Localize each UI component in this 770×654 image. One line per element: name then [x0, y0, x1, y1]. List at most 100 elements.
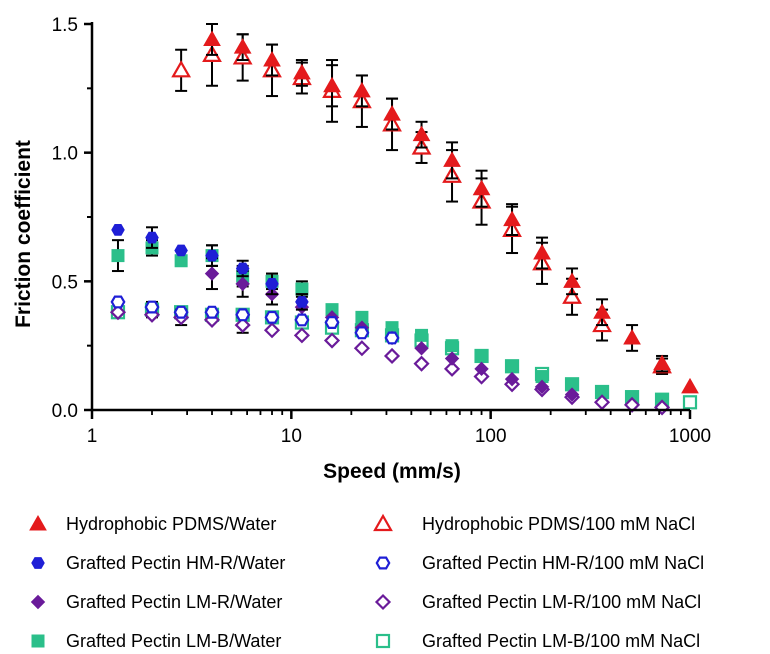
data-point [174, 244, 188, 257]
data-point [443, 151, 461, 167]
y-tick-label: 1.0 [52, 144, 78, 165]
y-tick-label: 0.5 [52, 272, 78, 293]
data-point [264, 310, 280, 324]
legend-item-4: Grafted Pectin LM-R/Water [30, 592, 282, 612]
data-point [503, 210, 521, 227]
data-point [145, 231, 159, 244]
series-0 [203, 23, 699, 394]
legend-label: Grafted Pectin HM-R/100 mM NaCl [422, 553, 704, 573]
data-point [533, 244, 551, 260]
data-point [233, 38, 252, 54]
data-point [443, 360, 461, 377]
y-axis-title: Friction coefficient [12, 140, 35, 328]
data-point [203, 30, 221, 46]
legend-marker [375, 556, 391, 570]
data-point [412, 125, 431, 142]
data-point [682, 395, 698, 410]
data-point [173, 305, 189, 319]
data-point [205, 249, 219, 262]
legend-label: Grafted Pectin LM-R/100 mM NaCl [422, 592, 701, 612]
series-6 [111, 239, 669, 407]
data-point [593, 303, 611, 319]
data-point [111, 249, 125, 263]
data-point [265, 278, 279, 290]
legend-marker [29, 514, 47, 531]
data-point [234, 317, 251, 334]
legend-item-5: Grafted Pectin LM-R/100 mM NaCl [374, 592, 701, 612]
x-tick-label: 100 [475, 426, 507, 447]
data-point [472, 179, 491, 196]
data-point [204, 305, 220, 319]
data-point [564, 387, 580, 402]
data-point [413, 355, 430, 372]
x-tick-label: 1000 [669, 426, 711, 447]
data-point [444, 351, 460, 366]
legend-marker [374, 593, 392, 611]
data-point [415, 328, 429, 342]
data-point [563, 272, 581, 288]
legend-marker [373, 513, 393, 532]
x-tick-label: 1 [87, 426, 98, 447]
legend-label: Grafted Pectin LM-B/Water [66, 631, 281, 651]
legend-item-7: Grafted Pectin LM-B/100 mM NaCl [375, 631, 700, 651]
legend-marker [375, 633, 391, 649]
data-point [110, 295, 126, 309]
y-tick-label: 0.0 [52, 401, 78, 422]
legend-item-6: Grafted Pectin LM-B/Water [31, 631, 281, 651]
data-point [623, 328, 641, 345]
legend-marker [31, 557, 45, 569]
data-point [295, 296, 309, 308]
legend-label: Grafted Pectin HM-R/Water [66, 553, 285, 573]
legend-item-2: Grafted Pectin HM-R/Water [31, 553, 285, 573]
legend-item-0: Hydrophobic PDMS/Water [29, 514, 276, 534]
data-point [263, 51, 281, 67]
data-point [263, 322, 281, 339]
series-2 [111, 224, 309, 311]
legend-label: Grafted Pectin LM-R/Water [66, 592, 282, 612]
data-point [354, 326, 370, 340]
legend: Hydrophobic PDMS/Water Hydrophobic PDMS/1… [29, 513, 704, 651]
legend-label: Hydrophobic PDMS/100 mM NaCl [422, 514, 695, 534]
data-point [353, 340, 370, 357]
data-point [324, 316, 340, 329]
plot-area [109, 23, 699, 416]
data-point [653, 354, 671, 371]
data-point [681, 377, 699, 394]
data-point [445, 339, 459, 353]
data-point [504, 371, 520, 387]
legend-item-3: Grafted Pectin HM-R/100 mM NaCl [375, 553, 704, 573]
data-point [293, 327, 310, 344]
data-point [474, 361, 489, 377]
legend-marker [30, 594, 46, 610]
data-point [235, 276, 250, 292]
data-point [505, 359, 519, 373]
data-point [111, 224, 125, 236]
data-point [562, 286, 582, 304]
data-point [293, 63, 311, 80]
data-point [235, 308, 251, 322]
data-point [323, 332, 341, 349]
legend-marker [31, 634, 45, 648]
x-tick-label: 10 [281, 426, 302, 447]
legend-label: Hydrophobic PDMS/Water [66, 514, 276, 534]
axes: 0.0 0.5 1.0 1.5 1 10 100 1000 [52, 15, 712, 447]
data-point [144, 300, 160, 314]
legend-label: Grafted Pectin LM-B/100 mM NaCl [422, 631, 700, 651]
y-tick-label: 1.5 [52, 15, 78, 36]
data-point [383, 347, 401, 365]
series-3 [110, 295, 400, 345]
data-point [623, 396, 641, 413]
data-point [534, 379, 550, 395]
data-point [323, 76, 341, 93]
data-point [383, 105, 401, 121]
data-point [174, 254, 188, 268]
data-point [294, 313, 310, 327]
data-point [473, 368, 490, 385]
data-point [414, 341, 429, 356]
legend-item-1: Hydrophobic PDMS/100 mM NaCl [373, 513, 695, 534]
x-axis-title: Speed (mm/s) [323, 460, 461, 483]
data-point [204, 266, 220, 281]
data-point [235, 262, 250, 275]
data-point [475, 349, 489, 363]
